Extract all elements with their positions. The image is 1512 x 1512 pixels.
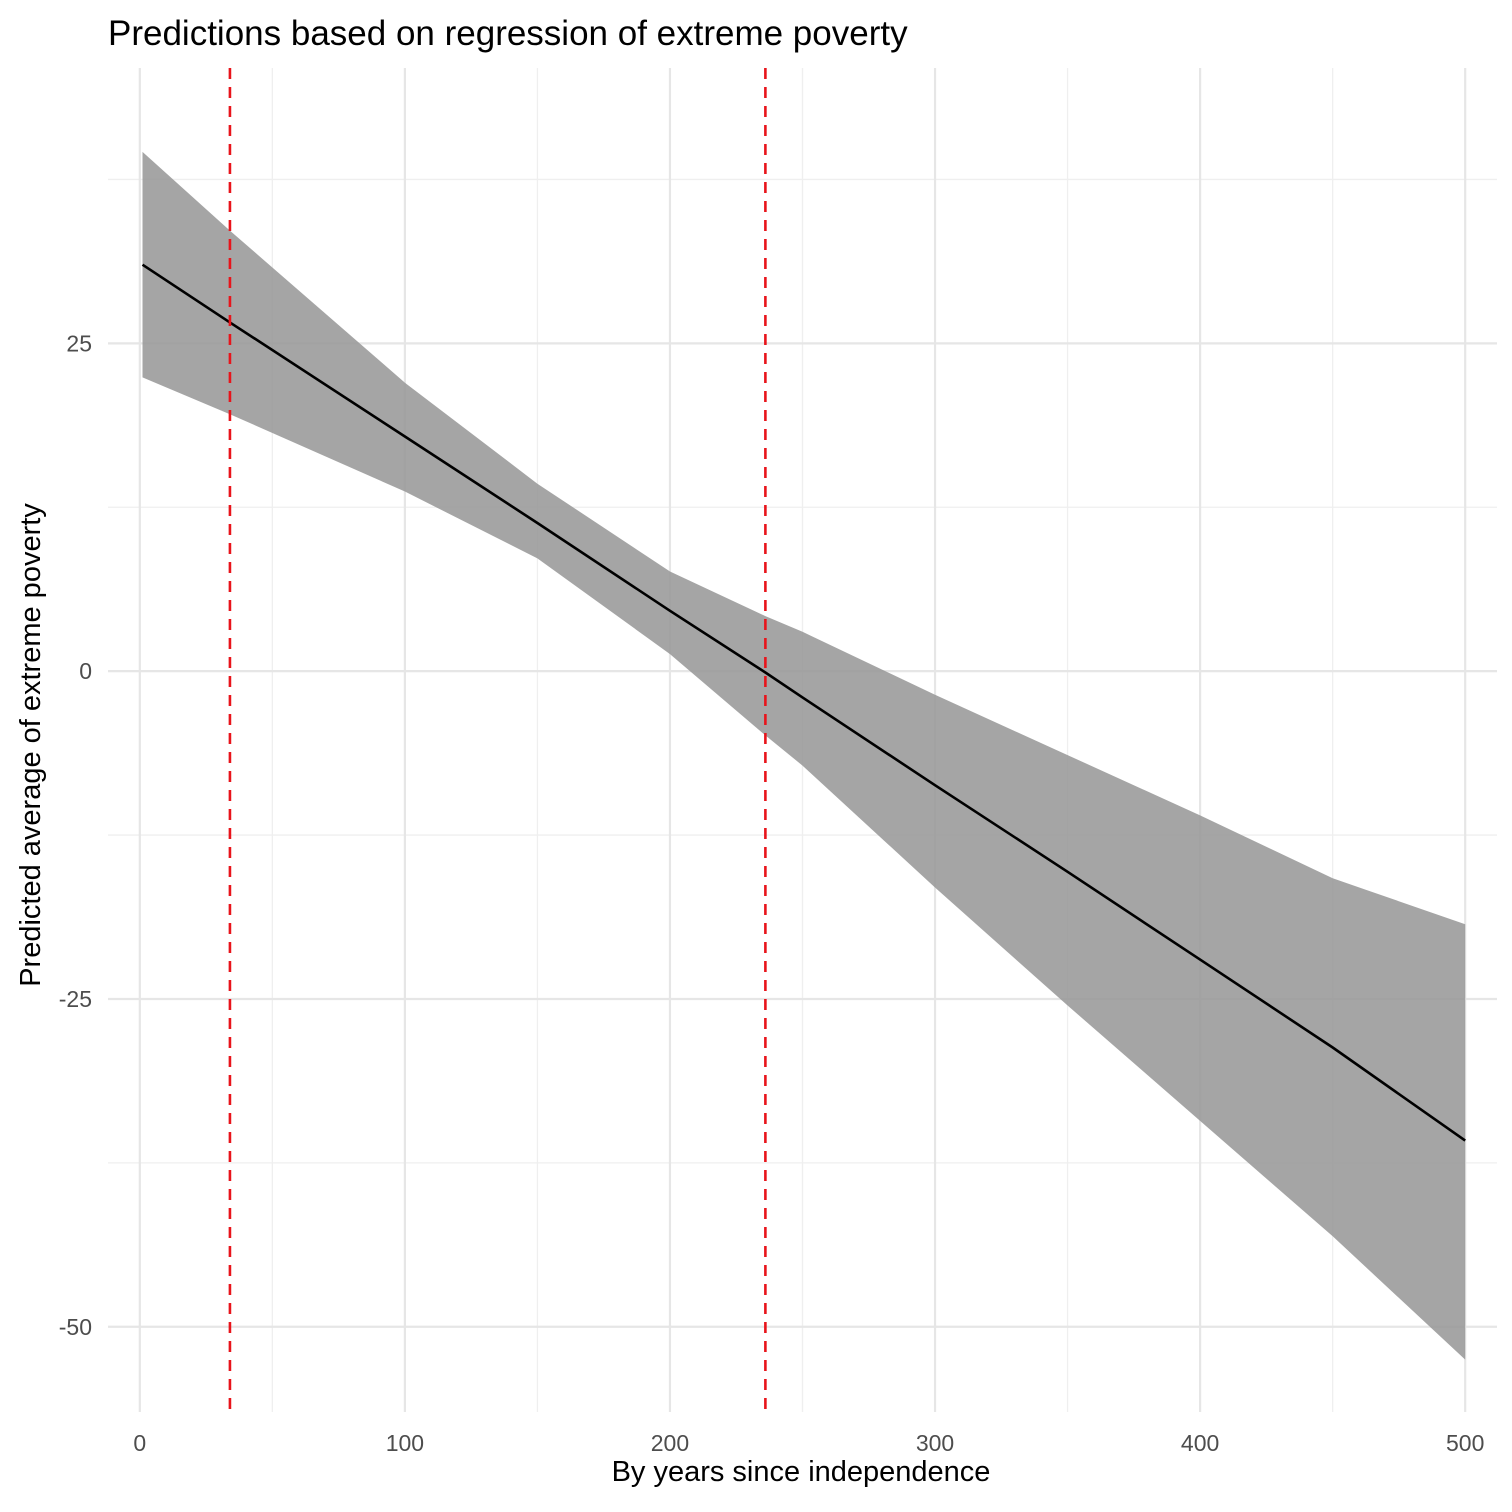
y-tick-label: 25 [66, 330, 92, 356]
confidence-ribbon [142, 151, 1466, 1360]
y-tick-label: -50 [59, 1314, 92, 1340]
y-axis-tick-labels: -50 -25 0 25 [59, 330, 92, 1339]
x-tick-label: 100 [386, 1430, 424, 1456]
x-tick-label: 500 [1446, 1430, 1484, 1456]
y-tick-label: 0 [79, 658, 92, 684]
regression-line-layer [141, 263, 1466, 1142]
x-tick-label: 300 [916, 1430, 954, 1456]
x-axis-title: By years since independence [612, 1456, 991, 1488]
x-tick-label: 200 [651, 1430, 689, 1456]
confidence-ribbon-layer [142, 151, 1466, 1360]
x-tick-label: 400 [1181, 1430, 1219, 1456]
y-tick-label: -25 [59, 986, 92, 1012]
regression-line [141, 263, 1466, 1142]
reference-lines-layer [228, 68, 767, 1412]
x-tick-label: 0 [133, 1430, 146, 1456]
x-axis-tick-labels: 0 100 200 300 400 500 [133, 1430, 1484, 1456]
chart-title: Predictions based on regression of extre… [108, 14, 908, 53]
y-axis-title: Predicted average of extreme poverty [15, 503, 47, 987]
